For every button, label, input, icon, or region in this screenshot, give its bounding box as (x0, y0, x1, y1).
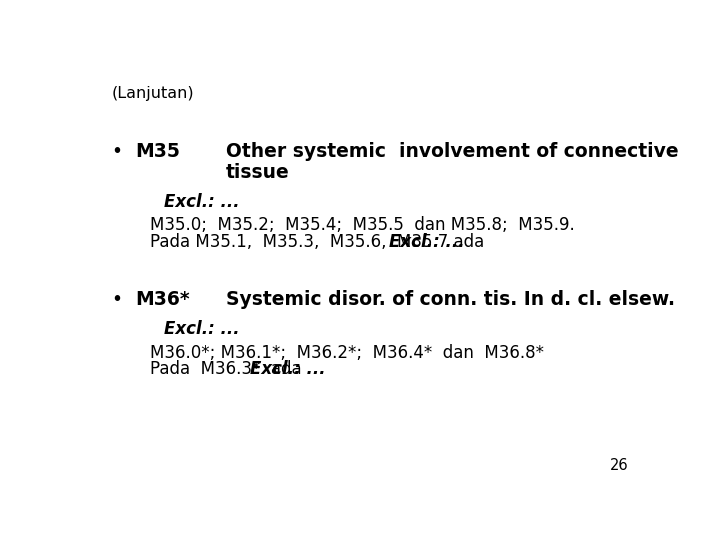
Text: •: • (112, 289, 123, 309)
Text: Pada M35.1,  M35.3,  M35.6,  M35.7 ada: Pada M35.1, M35.3, M35.6, M35.7 ada (150, 233, 495, 251)
Text: Excl.: ...: Excl.: ... (250, 361, 325, 379)
Text: (Lanjutan): (Lanjutan) (112, 86, 194, 102)
Text: M36.0*; M36.1*;  M36.2*;  M36.4*  dan  M36.8*: M36.0*; M36.1*; M36.2*; M36.4* dan M36.8… (150, 343, 544, 362)
Text: Other systemic  involvement of connective: Other systemic involvement of connective (225, 142, 678, 161)
Text: Excl.: ...: Excl.: ... (163, 193, 239, 211)
Text: •: • (112, 142, 123, 161)
Text: M35.0;  M35.2;  M35.4;  M35.5  dan M35.8;  M35.9.: M35.0; M35.2; M35.4; M35.5 dan M35.8; M3… (150, 215, 575, 234)
Text: Excl.: ...: Excl.: ... (163, 320, 239, 339)
Text: Systemic disor. of conn. tis. In d. cl. elsew.: Systemic disor. of conn. tis. In d. cl. … (225, 289, 675, 309)
Text: M36*: M36* (135, 289, 189, 309)
Text: Pada  M36.3*  ada: Pada M36.3* ada (150, 361, 312, 379)
Text: 26: 26 (610, 457, 629, 472)
Text: Excl.: ...: Excl.: ... (389, 233, 465, 251)
Text: M35: M35 (135, 142, 180, 161)
Text: tissue: tissue (225, 164, 289, 183)
